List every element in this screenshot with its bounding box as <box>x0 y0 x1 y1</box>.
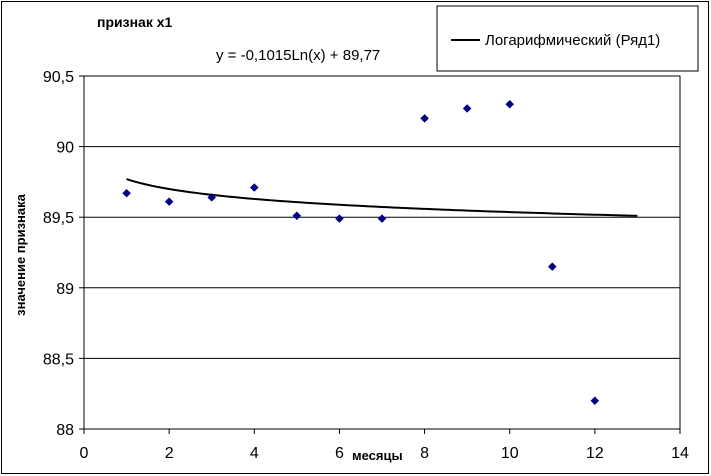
x-tick-label: 14 <box>671 445 689 462</box>
x-tick-label: 2 <box>165 445 174 462</box>
x-axis-label: месяцы <box>352 448 403 463</box>
data-point <box>377 214 387 223</box>
data-point <box>292 211 302 221</box>
legend-label-trendline: Логарифмический (Ряд1) <box>485 32 660 49</box>
x-tick-label: 8 <box>420 445 429 462</box>
y-tick-label: 88,5 <box>43 351 74 368</box>
data-point <box>122 188 131 198</box>
y-axis-label: значение признака <box>13 193 28 316</box>
legend: Логарифмический (Ряд1) <box>436 5 699 72</box>
data-point <box>164 197 174 207</box>
plot-area-border <box>83 75 681 430</box>
data-point <box>249 183 259 192</box>
data-point <box>420 114 429 123</box>
x-tick-label: 0 <box>80 445 89 462</box>
trendline-equation: y = -0,1015Ln(x) + 89,77 <box>216 47 380 64</box>
legend-box <box>436 5 699 72</box>
y-axis-ticks: 88 88,5 89 89,5 90 90,5 <box>43 69 84 439</box>
y-tick-label: 89 <box>56 281 74 298</box>
data-point <box>590 396 600 406</box>
chart-title: признак х1 <box>97 14 172 30</box>
data-point <box>547 262 557 271</box>
x-axis-ticks: 0 2 4 6 8 10 12 14 <box>80 429 689 462</box>
y-tick-label: 90 <box>56 140 74 157</box>
data-point <box>462 104 472 113</box>
x-tick-label: 6 <box>335 445 344 462</box>
x-tick-label: 12 <box>586 445 604 462</box>
x-tick-label: 4 <box>250 445 259 462</box>
plot-area: 0 2 4 6 8 10 12 14 88 88,5 89 89,5 90 90,5 <box>43 69 689 462</box>
data-point <box>505 99 515 109</box>
y-tick-label: 88 <box>56 422 74 439</box>
data-point <box>335 214 344 223</box>
y-tick-label: 90,5 <box>43 69 74 86</box>
y-tick-label: 89,5 <box>43 210 74 227</box>
data-point <box>207 193 217 202</box>
x-tick-label: 10 <box>501 445 519 462</box>
data-points <box>122 99 600 406</box>
